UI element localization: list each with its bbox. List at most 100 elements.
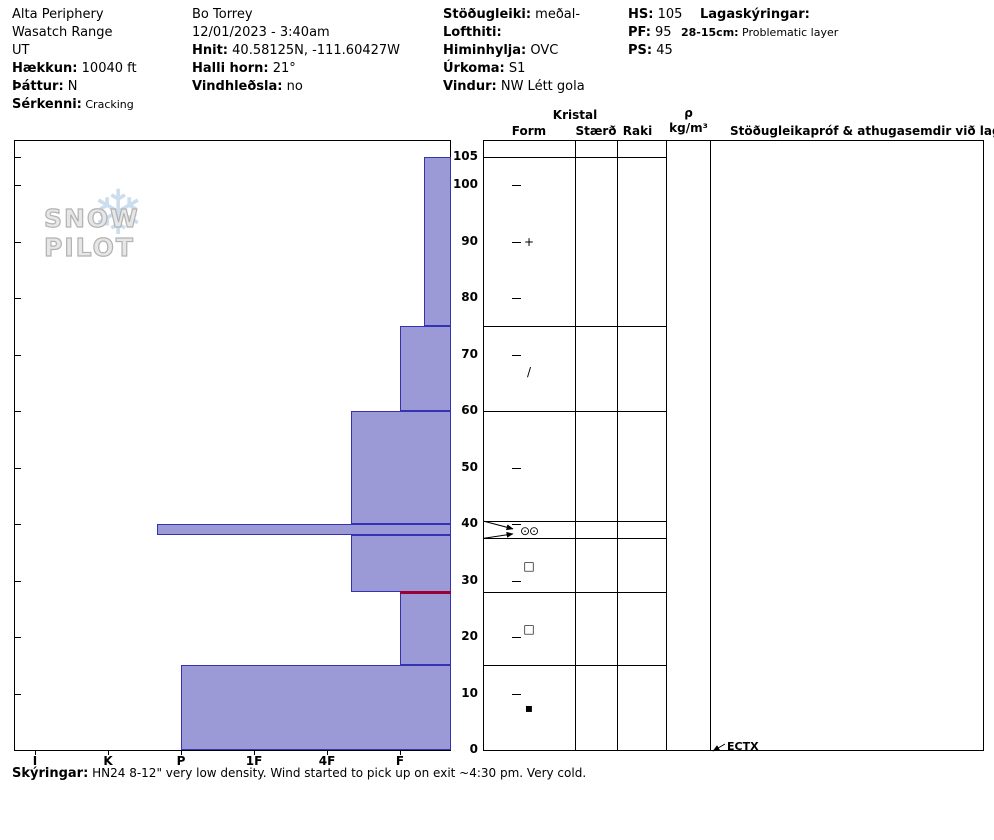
- header-column-1: Alta Periphery Wasatch Range UT Hækkun: 100…: [12, 6, 137, 114]
- form-column-header: Form: [511, 124, 547, 138]
- header-column-5: Lagaskýringar: 28-15cm: Problematic laye…: [681, 6, 838, 42]
- depth-tick: [15, 467, 21, 469]
- hardness-bar: [400, 326, 451, 412]
- layer-boundary-line: [484, 665, 666, 667]
- header-field: PS: 45: [628, 43, 673, 58]
- footer-note: Skýringar: HN24 8-12" very low density. …: [12, 766, 586, 781]
- depth-label: 10: [461, 685, 478, 700]
- hardness-label: P: [176, 754, 186, 768]
- flag-line: [400, 590, 451, 594]
- header-field: PF: 95: [628, 25, 672, 40]
- kristal-header: Kristal: [552, 108, 598, 122]
- hardness-bar: [156, 524, 451, 536]
- depth-tick: [15, 637, 21, 639]
- logo-word-snow: SNOW: [43, 203, 140, 233]
- depth-label: 0: [469, 742, 478, 756]
- grain-symbol-faceted-crystals: □: [523, 559, 535, 574]
- header-column-3: Stöðugleiki: meðal- Lofthiti: Himinhylja:…: [443, 6, 585, 96]
- moisture-column-header: Raki: [622, 124, 653, 138]
- header-field: Úrkoma: S1: [443, 61, 526, 76]
- form-column-tick: [512, 693, 521, 695]
- header-field: Lofthiti:: [443, 25, 502, 40]
- density-panel: [666, 140, 711, 751]
- hardness-label: K: [103, 754, 113, 768]
- grain-symbol-crust-crystals: ⊙⊙: [519, 523, 539, 538]
- hardness-tick: [327, 751, 328, 755]
- depth-label: 100: [452, 177, 478, 192]
- density-header-unit: kg/m³: [669, 121, 708, 135]
- header-field: Vindhleðsla: no: [192, 79, 303, 94]
- form-column-tick: [512, 185, 521, 187]
- grain-symbol-decomposing-fragments: /: [526, 364, 532, 379]
- hardness-bar: [424, 157, 451, 327]
- hardness-tick: [181, 751, 182, 755]
- header-field: Bo Torrey: [192, 7, 253, 22]
- depth-label: 30: [461, 572, 478, 587]
- form-column-tick: [512, 298, 521, 300]
- hardness-label: I: [32, 754, 38, 768]
- depth-label: 90: [461, 233, 478, 248]
- header-column-4: HS: 105 PF: 95 PS: 45: [628, 6, 682, 60]
- header-field: Sérkenni: Cracking: [12, 97, 134, 112]
- header-field: HS: 105: [628, 7, 683, 22]
- footer-label: Skýringar:: [12, 766, 89, 781]
- hardness-bar: [400, 591, 451, 666]
- form-size-divider: [575, 140, 576, 751]
- header-field: Himinhylja: OVC: [443, 43, 559, 58]
- hardness-label: 1F: [245, 754, 263, 768]
- header-field: 12/01/2023 - 3:40am: [192, 25, 330, 40]
- depth-label: 70: [461, 346, 478, 361]
- form-column-tick: [512, 524, 521, 526]
- form-column-tick: [512, 580, 521, 582]
- depth-tick: [15, 354, 21, 356]
- stability-comments-panel: [710, 140, 984, 751]
- hardness-bar: [181, 665, 451, 750]
- logo-word-pilot: PILOT: [43, 232, 135, 262]
- depth-tick: [15, 298, 21, 300]
- layer-boundary-line: [484, 157, 666, 158]
- size-moisture-divider: [617, 140, 618, 751]
- header-field: Hnit: 40.58125N, -111.60427W: [192, 43, 401, 58]
- hardness-label: 4F: [318, 754, 336, 768]
- header-field: Vindur: NW Létt gola: [443, 79, 585, 94]
- hardness-tick: [108, 751, 109, 755]
- depth-label: 50: [461, 459, 478, 474]
- layer-boundary-line: [484, 591, 666, 593]
- depth-label: 40: [461, 516, 478, 531]
- depth-tick: [15, 524, 21, 526]
- header-field: UT: [12, 43, 30, 58]
- header-field: Alta Periphery: [12, 7, 104, 22]
- header-field: Þáttur: N: [12, 79, 78, 94]
- footer-text: HN24 8-12" very low density. Wind starte…: [92, 766, 587, 780]
- snowflake-icon: ❄: [92, 176, 144, 249]
- header-column-2: Bo Torrey 12/01/2023 - 3:40am Hnit: 40.581…: [192, 6, 400, 96]
- header-field: Stöðugleiki: meðal-: [443, 7, 581, 22]
- header-field: Halli horn: 21°: [192, 61, 296, 76]
- grain-symbol-precipitation-particles: +: [523, 234, 535, 249]
- comments-header: Stöðugleikapróf & athugasemdir við lag: [730, 124, 994, 138]
- depth-tick: [15, 157, 21, 158]
- hardness-tick: [254, 751, 255, 755]
- depth-label: 60: [461, 403, 478, 418]
- stability-test-result: ECTX: [727, 740, 759, 753]
- logo-text: SNOW PILOT: [43, 203, 224, 262]
- header-field: Hækkun: 10040 ft: [12, 61, 137, 76]
- header-field: Lagaskýringar:: [700, 7, 810, 22]
- hardness-label: F: [395, 754, 405, 768]
- form-column-tick: [512, 241, 521, 243]
- layer-boundary-line: [484, 326, 666, 328]
- layer-boundary-line: [484, 538, 666, 540]
- grain-symbol-faceted-crystals: □: [523, 621, 535, 636]
- layer-boundary-line: [484, 521, 666, 523]
- layer-boundary-line: [484, 411, 666, 413]
- depth-label: 20: [461, 629, 478, 644]
- depth-label: 105: [452, 149, 478, 163]
- depth-tick: [15, 185, 21, 187]
- header-field: Wasatch Range: [12, 25, 113, 40]
- depth-label: 80: [461, 290, 478, 305]
- size-column-header: Stærð: [575, 124, 617, 138]
- hardness-bar: [351, 535, 451, 592]
- header-field: 28-15cm: Problematic layer: [681, 26, 839, 39]
- density-header-symbol: ρ: [684, 106, 693, 120]
